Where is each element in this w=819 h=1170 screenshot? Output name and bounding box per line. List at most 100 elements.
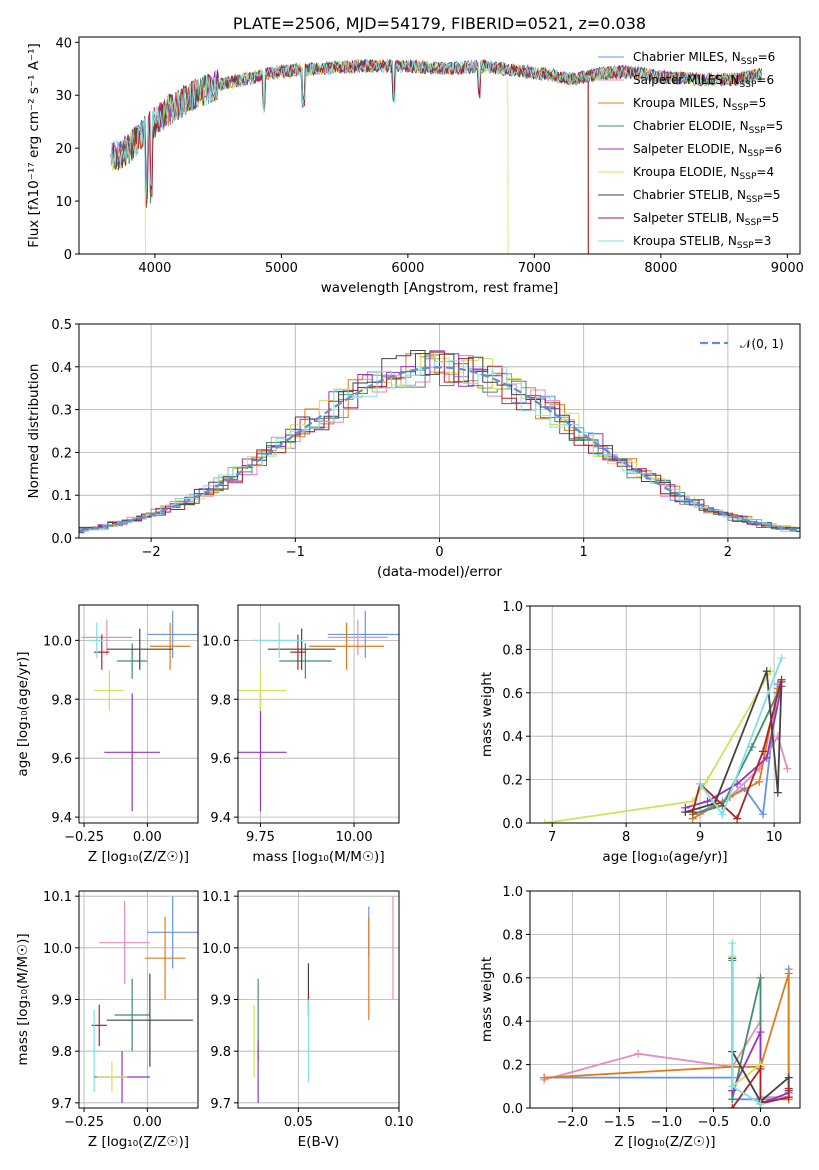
panel-5	[75, 890, 199, 1112]
plot-frame	[78, 890, 199, 1109]
x-tick-label: −1	[286, 545, 305, 560]
plus-marker	[728, 939, 737, 948]
plus-marker	[759, 747, 768, 756]
x-tick-label: −2	[142, 545, 161, 560]
y-tick-label: 9.6	[210, 752, 231, 767]
y-tick-label: 9.4	[210, 811, 231, 826]
plus-marker	[784, 969, 793, 978]
panel-7	[526, 890, 801, 1112]
y-tick-label: 10.0	[202, 942, 231, 957]
y-tick-label: 0	[64, 248, 72, 263]
x-tick-label: 0.05	[284, 1115, 313, 1130]
y-axis-label: mass [log₁₀(M/M☉)]	[15, 933, 31, 1065]
legend-entry-label: Salpeter ELODIE, NSSP=6	[633, 142, 782, 159]
x-axis-label: Z [log₁₀(Z/Z☉)]	[614, 1134, 715, 1150]
y-tick-label: 0.2	[51, 446, 72, 461]
plot-frame	[529, 890, 801, 1109]
y-tick-label: 9.8	[210, 1045, 231, 1060]
lines-group	[540, 654, 792, 823]
y-tick-label: 0.5	[51, 318, 72, 333]
plus-marker	[759, 810, 768, 819]
y-tick-label: 9.8	[51, 693, 72, 708]
panel-1	[75, 323, 801, 542]
legend-entry-label: Chabrier ELODIE, NSSP=5	[633, 119, 783, 136]
plus-marker	[777, 675, 786, 684]
plus-marker	[762, 753, 771, 762]
y-tick-label: 1.0	[502, 600, 523, 615]
plus-marker	[784, 1073, 793, 1082]
y-tick-label: 0.2	[502, 774, 523, 789]
plus-marker	[756, 1064, 765, 1073]
y-tick-label: 0.4	[502, 1015, 523, 1030]
x-tick-label: −1.5	[604, 1115, 636, 1130]
x-tick-label: −1.0	[651, 1115, 683, 1130]
y-axis-label: mass weight	[479, 672, 495, 757]
spectrum-line	[113, 59, 762, 206]
x-axis-label: Z [log₁₀(Z/Z☉)]	[88, 849, 189, 865]
plus-marker	[681, 808, 690, 817]
x-tick-label: 8	[622, 830, 630, 845]
plus-marker	[762, 667, 771, 676]
histogram-steps	[79, 351, 800, 533]
panel-6	[234, 890, 400, 1112]
plus-marker	[540, 1073, 549, 1082]
x-tick-label: 7	[548, 830, 556, 845]
y-tick-label: 0.1	[51, 489, 72, 504]
x-tick-label: 5000	[265, 261, 298, 276]
legend-entry-label: 𝒩(0, 1)	[740, 337, 784, 351]
y-tick-label: 0.4	[51, 361, 72, 376]
y-tick-label: 20	[55, 142, 72, 157]
x-axis-label: age [log₁₀(age/yr)]	[602, 849, 727, 865]
plus-marker	[756, 1028, 765, 1037]
legend-entry-label: Salpeter STELIB, NSSP=5	[633, 211, 779, 228]
x-tick-label: −0.5	[698, 1115, 730, 1130]
plot-frame	[78, 36, 801, 255]
y-tick-label: 9.8	[210, 693, 231, 708]
y-tick-label: 9.9	[51, 994, 72, 1009]
plus-marker	[728, 1095, 737, 1104]
points-group	[81, 610, 198, 812]
y-tick-label: 10.0	[202, 634, 231, 649]
y-tick-label: 9.4	[51, 811, 72, 826]
plus-marker	[728, 1104, 737, 1108]
plus-marker	[718, 810, 727, 819]
y-tick-label: 0.6	[502, 687, 523, 702]
x-tick-label: 10.00	[335, 830, 372, 845]
plus-marker	[783, 764, 792, 773]
y-tick-label: 0.0	[502, 817, 523, 832]
chart-title: PLATE=2506, MJD=54179, FIBERID=0521, z=0…	[233, 14, 646, 33]
plus-marker	[696, 779, 705, 788]
y-tick-label: 10	[55, 195, 72, 210]
y-tick-label: 9.7	[210, 1097, 231, 1112]
y-axis-label: Flux [fλ10⁻¹⁷ erg cm⁻² s⁻¹ A⁻¹]	[26, 43, 42, 248]
x-tick-label: 1	[580, 545, 588, 560]
series-line	[692, 688, 779, 820]
spectra-group	[110, 58, 763, 254]
normal-curve	[79, 366, 800, 532]
y-tick-label: 0.8	[502, 928, 523, 943]
x-tick-label: 9.75	[246, 830, 275, 845]
x-tick-label: 9000	[771, 261, 804, 276]
legend-entry-label: Kroupa MILES, NSSP=5	[633, 96, 766, 113]
x-tick-label: 8000	[644, 261, 677, 276]
x-tick-label: −0.25	[64, 1115, 104, 1130]
x-tick-label: 4000	[138, 261, 171, 276]
x-tick-label: −0.25	[64, 830, 104, 845]
legend-entry-label: Kroupa ELODIE, NSSP=4	[633, 165, 774, 182]
plot-frame	[78, 323, 801, 539]
panel-3	[234, 604, 400, 827]
y-tick-label: 0.0	[51, 532, 72, 547]
y-axis-label: age [log₁₀(age/yr)]	[15, 651, 31, 776]
plot-frame	[78, 604, 199, 824]
legend-entry-label: Salpeter MILES, NSSP=6	[633, 73, 774, 90]
y-tick-label: 1.0	[502, 885, 523, 900]
y-tick-label: 0.2	[502, 1059, 523, 1074]
y-tick-label: 0.4	[502, 730, 523, 745]
legend-entry-label: Chabrier MILES, NSSP=6	[633, 50, 775, 67]
points-group	[238, 610, 399, 812]
x-axis-label: E(B-V)	[298, 1134, 340, 1150]
x-tick-label: 9	[696, 830, 704, 845]
legend-entry-label: Kroupa STELIB, NSSP=3	[633, 234, 771, 251]
